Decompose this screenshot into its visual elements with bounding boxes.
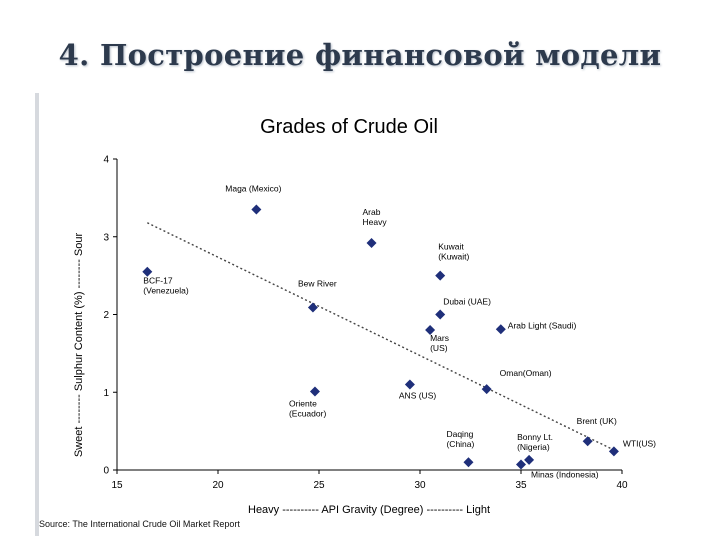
slide-title: 4. Построение финансовой модели	[58, 38, 662, 72]
point-label-line: Oman(Oman)	[500, 368, 552, 378]
point-label: Oriente (Ecuador)	[289, 398, 326, 418]
data-point	[463, 457, 474, 468]
point-label: Bew River	[298, 279, 337, 289]
point-label: Bonny Lt. (Nigeria)	[517, 432, 553, 452]
point-label: Daqing (China)	[446, 429, 474, 449]
x-tick-label: 25	[313, 480, 325, 491]
point-label-line: (China)	[446, 439, 474, 449]
trendline	[146, 222, 613, 450]
point-label-line: (Kuwait)	[438, 252, 469, 262]
data-point	[608, 446, 619, 457]
trendline-layer	[146, 222, 613, 450]
data-point	[435, 309, 446, 320]
x-tick-label: 15	[111, 480, 123, 491]
point-labels-layer: Maga (Mexico) Arab Heavy Kuwait (Kuwait) BCF-…	[143, 184, 656, 480]
data-point	[524, 454, 535, 465]
point-label-line: BCF-17	[143, 276, 173, 286]
point-label-line: Heavy	[363, 217, 388, 227]
point-label: Oman(Oman)	[500, 368, 552, 378]
point-label-line: (Nigeria)	[517, 442, 550, 452]
point-label: Minas (Indonesia)	[531, 470, 599, 480]
point-label: Arab Light (Saudi)	[508, 320, 577, 330]
chart-title: Grades of Crude Oil	[260, 116, 438, 138]
y-tick-label: 1	[103, 388, 109, 399]
point-label-line: WTI(US)	[623, 438, 656, 448]
point-label: BCF-17 (Venezuela)	[143, 276, 189, 296]
point-label-line: Mars	[430, 333, 449, 343]
axes: 15 20 25 30 35 40 0 1 2 3 4	[103, 155, 628, 492]
y-tick-label: 0	[103, 466, 109, 477]
data-point	[435, 270, 446, 281]
point-label-line: ANS (US)	[399, 390, 436, 400]
point-label-line: Bew River	[298, 279, 337, 289]
x-tick-label: 40	[616, 480, 628, 491]
data-point	[582, 436, 593, 447]
data-point	[516, 459, 526, 470]
data-point	[309, 386, 320, 397]
point-label: Kuwait (Kuwait)	[438, 242, 469, 262]
point-label-line: Bonny Lt.	[517, 432, 553, 442]
x-tick-label: 30	[414, 480, 426, 491]
x-tick-label: 20	[212, 480, 224, 491]
point-label-line: Oriente	[289, 398, 317, 408]
data-points-layer	[142, 204, 619, 470]
point-label-line: (US)	[430, 343, 448, 353]
point-label-line: Minas (Indonesia)	[531, 470, 599, 480]
point-label-line: Dubai (UAE)	[443, 297, 491, 307]
point-label-line: Maga (Mexico)	[225, 184, 281, 194]
x-tick-label: 35	[515, 480, 527, 491]
point-label: Arab Heavy	[363, 207, 388, 227]
point-label: WTI(US)	[623, 438, 656, 448]
data-point	[404, 379, 415, 390]
data-point	[481, 384, 492, 395]
data-point	[425, 325, 436, 336]
y-tick-label: 2	[103, 310, 109, 321]
x-axis-label: Heavy ---------- API Gravity (Degree) --…	[248, 504, 490, 516]
data-point	[495, 324, 506, 335]
data-point	[142, 266, 153, 277]
y-axis-label: Sweet -------- Sulphur Content (%) -----…	[73, 233, 85, 458]
y-tick-label: 4	[103, 155, 109, 166]
crude-oil-scatter-chart: Grades of Crude Oil 15 20 25 30 35 40 0 1 2 3 4 Ma…	[73, 116, 656, 516]
point-label-line: Arab Light (Saudi)	[508, 320, 577, 330]
point-label: Dubai (UAE)	[443, 297, 491, 307]
chart-panel: Grades of Crude Oil 15 20 25 30 35 40 0 1 2 3 4 Ma…	[39, 93, 688, 536]
point-label-line: (Venezuela)	[143, 286, 189, 296]
data-point	[366, 237, 377, 248]
point-label: ANS (US)	[399, 390, 436, 400]
data-point	[251, 204, 262, 215]
y-tick-label: 3	[103, 232, 109, 243]
source-note: Source: The International Crude Oil Mark…	[39, 519, 240, 529]
point-label-line: (Ecuador)	[289, 408, 326, 418]
point-label-line: Brent (UK)	[577, 416, 617, 426]
point-label-line: Kuwait	[438, 242, 464, 252]
point-label-line: Daqing	[446, 429, 473, 439]
point-label: Maga (Mexico)	[225, 184, 281, 194]
point-label: Mars (US)	[430, 333, 449, 353]
point-label: Brent (UK)	[577, 416, 617, 426]
data-point	[307, 302, 318, 313]
point-label-line: Arab	[363, 207, 381, 217]
